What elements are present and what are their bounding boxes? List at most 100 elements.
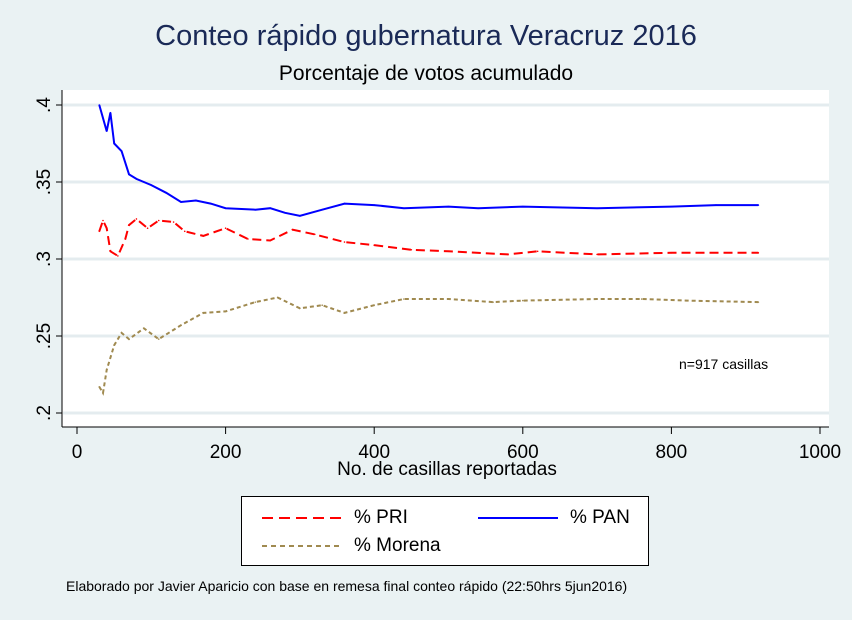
data-point	[284, 212, 286, 214]
data-point	[124, 238, 127, 240]
data-point	[269, 207, 271, 209]
data-point	[447, 250, 450, 253]
data-point	[291, 228, 294, 231]
data-point	[447, 205, 450, 208]
y-tick-label: .25	[34, 323, 55, 349]
series-line-pri	[98, 217, 759, 258]
data-point	[321, 304, 323, 307]
legend-item-morena: % Morena	[262, 535, 441, 557]
legend: % PRI % PAN % Morena	[241, 496, 649, 566]
data-point	[183, 230, 186, 233]
series-line-pan	[98, 104, 759, 217]
data-point	[150, 184, 153, 186]
data-point	[343, 241, 346, 243]
legend-label-morena: % Morena	[354, 535, 441, 556]
data-point	[224, 207, 227, 209]
data-point	[98, 104, 101, 106]
data-point	[98, 386, 101, 388]
data-point	[128, 338, 130, 340]
data-point	[135, 218, 138, 220]
data-point	[165, 191, 167, 194]
data-point	[202, 235, 205, 237]
y-tick-label: .2	[34, 405, 55, 421]
data-point	[343, 202, 346, 205]
data-point	[254, 208, 257, 211]
data-point	[180, 324, 182, 327]
x-tick-label: 800	[656, 442, 688, 463]
data-point	[128, 173, 130, 176]
data-point	[757, 204, 760, 206]
data-point	[98, 230, 101, 233]
data-point	[403, 207, 405, 209]
data-point	[321, 208, 323, 211]
data-point	[757, 301, 760, 303]
data-point	[157, 219, 160, 222]
n-annotation: n=917 casillas	[679, 356, 768, 372]
y-tick-label: .4	[34, 97, 55, 113]
data-point	[507, 253, 509, 256]
data-point	[146, 227, 149, 229]
data-point	[477, 207, 480, 209]
data-point	[224, 310, 227, 313]
data-point	[596, 207, 598, 209]
data-point	[180, 201, 182, 203]
data-point	[373, 204, 376, 206]
data-point	[640, 298, 643, 300]
data-point	[757, 252, 760, 254]
chart-title: Conteo rápido gubernatura Veracruz 2016	[155, 20, 697, 52]
data-point	[670, 205, 673, 208]
data-point	[157, 338, 160, 340]
data-point	[596, 298, 598, 300]
data-point	[105, 227, 108, 229]
data-point	[403, 298, 405, 300]
legend-label-pri: % PRI	[354, 507, 408, 528]
data-point	[224, 227, 227, 229]
data-point	[247, 238, 249, 240]
data-point	[299, 215, 301, 217]
data-point	[410, 248, 413, 251]
x-tick-label: 1000	[799, 442, 841, 463]
legend-swatch-pri	[262, 517, 342, 519]
legend-swatch-pan	[478, 517, 558, 519]
x-tick-label: 400	[358, 442, 390, 463]
x-axis-label: No. de casillas reportadas	[337, 459, 557, 480]
data-point	[120, 150, 123, 152]
data-point	[313, 233, 316, 236]
data-point	[109, 111, 112, 114]
data-point	[195, 199, 197, 202]
legend-item-pan: % PAN	[478, 507, 630, 529]
data-point	[299, 307, 301, 310]
data-point	[113, 142, 115, 145]
data-point	[109, 250, 112, 253]
footnote: Elaborado por Javier Aparicio con base e…	[66, 578, 628, 594]
data-point	[373, 304, 376, 307]
data-point	[128, 224, 130, 226]
data-point	[343, 312, 346, 314]
x-tick-label: 600	[507, 442, 539, 463]
x-tick-label: 0	[72, 442, 83, 463]
data-point	[685, 299, 688, 302]
data-point	[202, 312, 205, 314]
data-point	[254, 301, 257, 303]
data-point	[120, 332, 123, 334]
data-point	[105, 369, 108, 371]
legend-item-pri: % PRI	[262, 507, 408, 529]
data-point	[373, 244, 376, 246]
data-point	[209, 202, 212, 205]
data-point	[522, 299, 524, 302]
data-point	[715, 204, 717, 206]
data-point	[117, 255, 119, 257]
y-tick-label: .3	[34, 251, 55, 267]
data-point	[492, 301, 494, 303]
chart-subtitle: Porcentaje de votos acumulado	[278, 62, 574, 85]
x-tick-label: 200	[210, 442, 242, 463]
y-tick-label: .35	[34, 169, 55, 195]
data-point	[105, 130, 108, 132]
legend-swatch-morena	[262, 545, 342, 547]
legend-label-pan: % PAN	[570, 507, 630, 528]
data-point	[670, 252, 673, 254]
data-point	[172, 221, 175, 223]
data-point	[143, 327, 145, 330]
data-point	[113, 344, 115, 347]
